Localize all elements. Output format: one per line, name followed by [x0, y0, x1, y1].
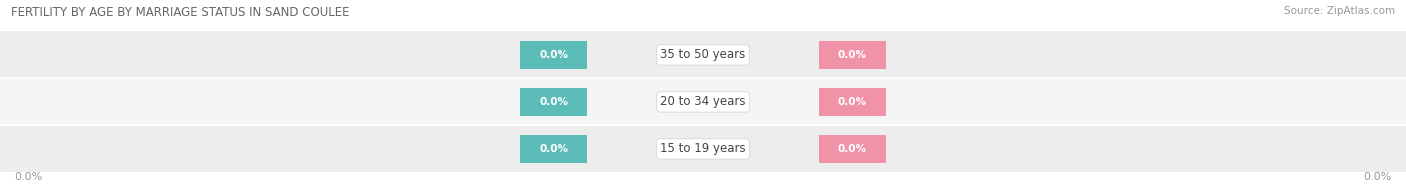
Text: Source: ZipAtlas.com: Source: ZipAtlas.com	[1284, 6, 1395, 16]
Bar	[818, 41, 886, 69]
Bar	[818, 88, 886, 116]
Text: 0.0%: 0.0%	[838, 97, 868, 107]
Text: 0.0%: 0.0%	[538, 97, 568, 107]
Text: 15 to 19 years: 15 to 19 years	[661, 142, 745, 155]
Text: 0.0%: 0.0%	[538, 144, 568, 154]
Text: 0.0%: 0.0%	[838, 144, 868, 154]
Text: 0.0%: 0.0%	[14, 172, 42, 182]
Bar	[520, 88, 588, 116]
Bar	[0, 78, 1406, 125]
Bar	[818, 135, 886, 163]
Text: 0.0%: 0.0%	[1364, 172, 1392, 182]
Text: 0.0%: 0.0%	[838, 50, 868, 60]
Text: 0.0%: 0.0%	[538, 50, 568, 60]
Text: 20 to 34 years: 20 to 34 years	[661, 95, 745, 108]
Bar	[0, 125, 1406, 172]
Text: 35 to 50 years: 35 to 50 years	[661, 48, 745, 61]
Bar	[520, 135, 588, 163]
Text: FERTILITY BY AGE BY MARRIAGE STATUS IN SAND COULEE: FERTILITY BY AGE BY MARRIAGE STATUS IN S…	[11, 6, 350, 19]
Bar	[0, 31, 1406, 78]
Bar	[520, 41, 588, 69]
